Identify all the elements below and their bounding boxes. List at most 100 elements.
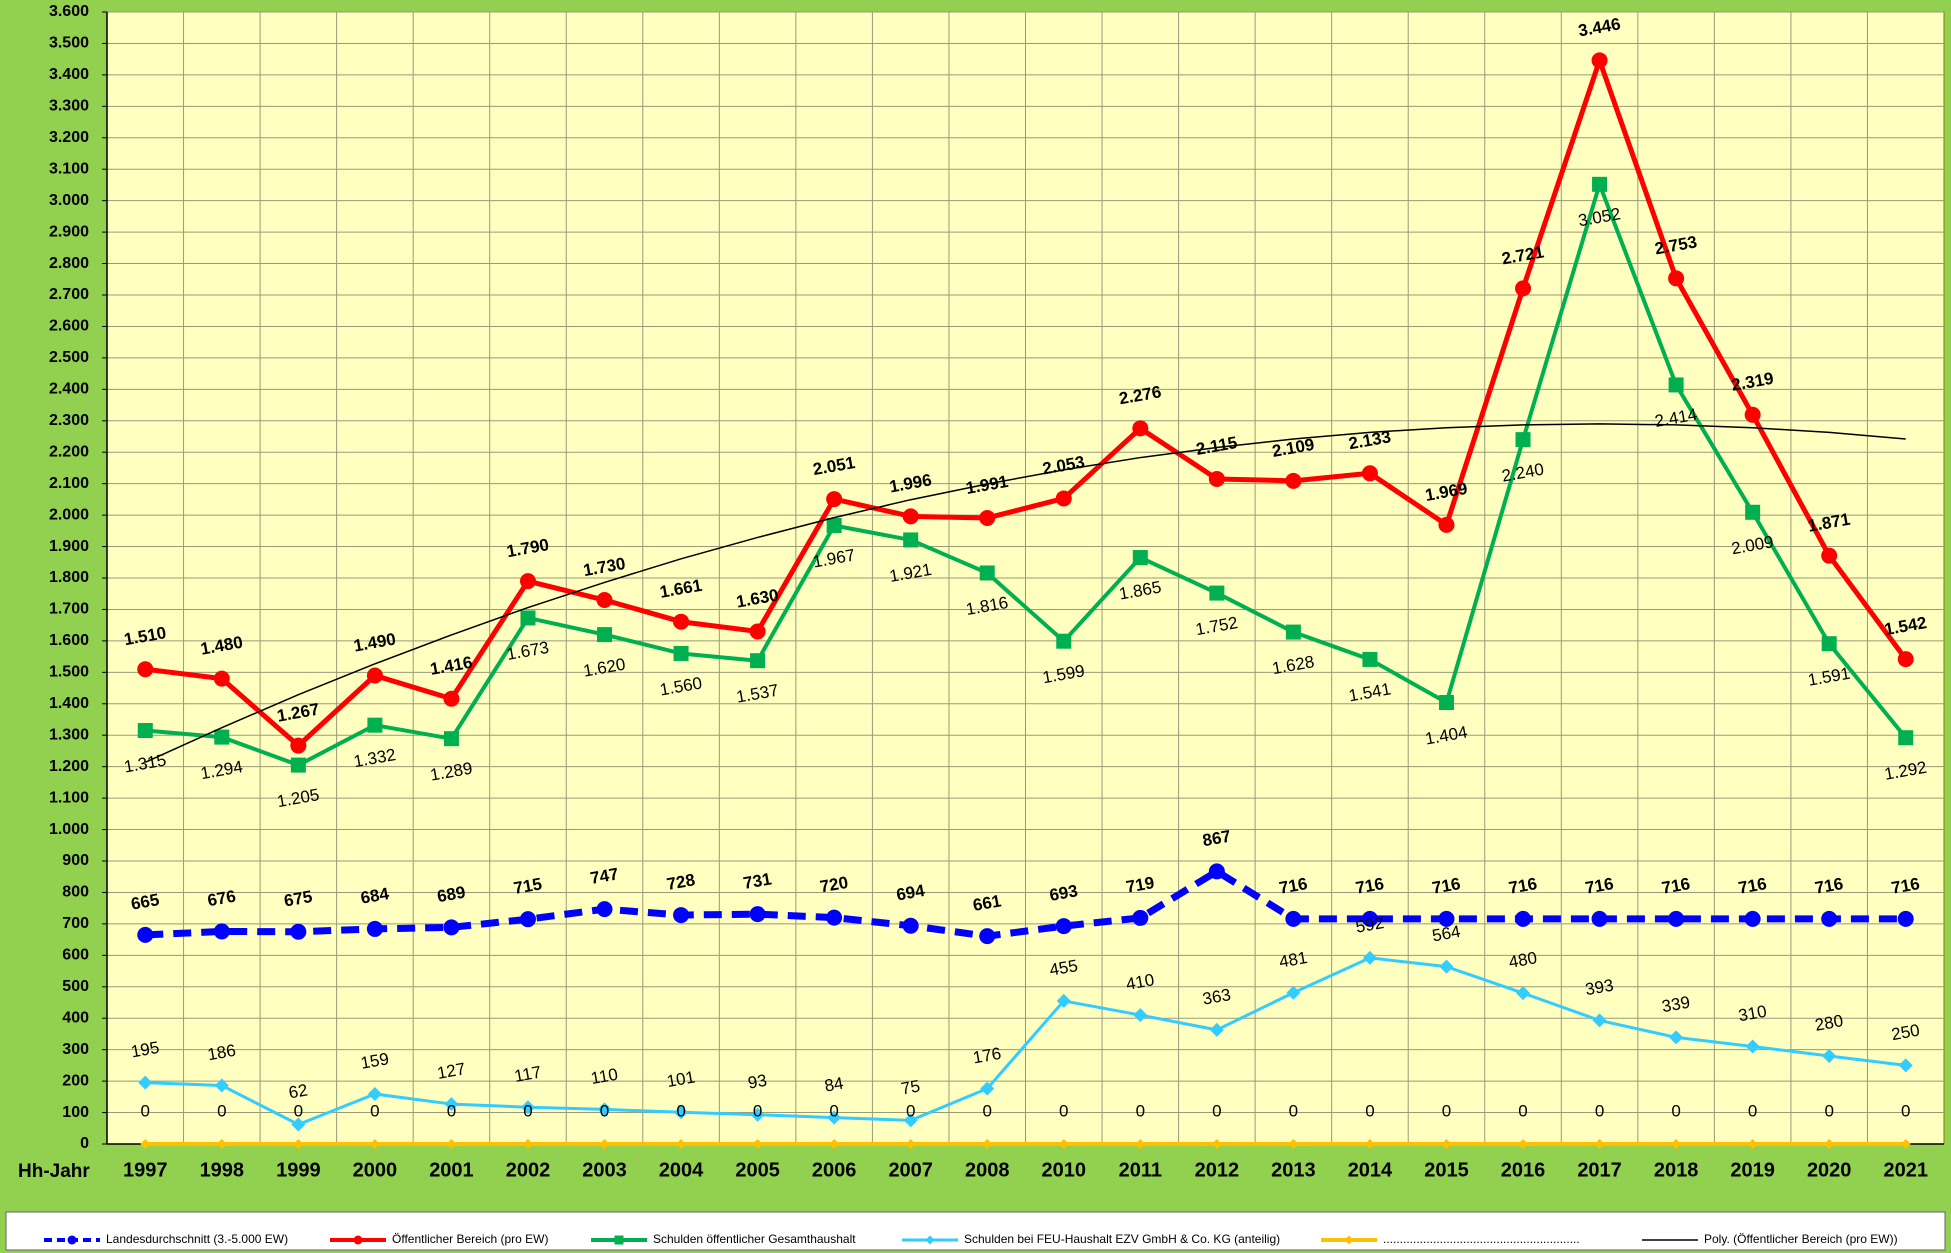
marker	[1745, 504, 1761, 520]
data-label: 93	[746, 1071, 768, 1093]
marker	[597, 1102, 612, 1117]
marker	[1439, 959, 1454, 974]
x-tick-label: 2013	[1271, 1159, 1316, 1181]
legend-marker	[925, 1235, 935, 1245]
marker	[1286, 985, 1301, 1000]
marker	[137, 723, 153, 739]
data-label: 0	[982, 1101, 991, 1120]
marker	[214, 1078, 229, 1093]
marker	[1208, 863, 1225, 880]
legend-marker	[614, 1235, 624, 1245]
y-tick-label: 300	[62, 1041, 89, 1058]
data-label: 84	[823, 1074, 845, 1096]
marker	[137, 926, 154, 943]
marker	[1055, 490, 1072, 507]
y-tick-label: 900	[62, 852, 89, 869]
marker	[1056, 993, 1071, 1008]
marker	[1438, 910, 1455, 927]
marker	[366, 920, 383, 937]
data-label: 0	[1901, 1101, 1910, 1120]
marker	[519, 573, 536, 590]
y-tick-label: 2.600	[49, 318, 89, 335]
marker	[827, 1110, 842, 1125]
marker	[137, 661, 154, 678]
data-label: 75	[900, 1076, 922, 1098]
data-label: 176	[971, 1044, 1002, 1068]
legend-marker	[353, 1235, 363, 1245]
marker	[1744, 406, 1761, 423]
marker	[290, 737, 307, 754]
marker	[1055, 918, 1072, 935]
marker	[290, 757, 306, 773]
x-tick-label: 2001	[429, 1159, 474, 1181]
marker	[138, 1075, 153, 1090]
data-label: 731	[742, 869, 773, 893]
marker	[1135, 1139, 1146, 1149]
x-tick-label: 1998	[200, 1159, 245, 1181]
x-tick-label: 2017	[1577, 1159, 1622, 1181]
marker	[599, 1139, 610, 1149]
marker	[213, 670, 230, 687]
x-tick-label: 2011	[1119, 1159, 1162, 1181]
x-tick-label: 2014	[1348, 1159, 1393, 1181]
x-tick-label: 2010	[1042, 1159, 1087, 1181]
y-tick-label: 200	[62, 1072, 89, 1089]
marker	[826, 517, 842, 533]
data-label: 0	[370, 1101, 379, 1120]
y-tick-label: 100	[62, 1104, 89, 1121]
y-tick-label: 1.300	[49, 726, 89, 743]
marker	[1821, 636, 1837, 652]
legend-label: Schulden bei FEU-Haushalt EZV GmbH & Co.…	[964, 1232, 1280, 1246]
marker	[1518, 1139, 1529, 1149]
marker	[1594, 1139, 1605, 1149]
marker	[1744, 910, 1761, 927]
marker	[1592, 1013, 1607, 1028]
marker	[1747, 1139, 1758, 1149]
y-tick-label: 2.400	[49, 381, 89, 398]
data-label: 675	[283, 887, 314, 911]
data-label: 159	[359, 1049, 390, 1073]
marker	[979, 928, 996, 945]
legend-marker	[67, 1235, 77, 1245]
marker	[1209, 585, 1225, 601]
legend-label: Poly. (Öffentlicher Bereich (pro EW))	[1704, 1232, 1898, 1246]
marker	[293, 1139, 304, 1149]
data-label: 0	[217, 1101, 226, 1120]
data-label: 455	[1048, 956, 1079, 980]
marker	[829, 1139, 840, 1149]
marker	[1900, 1139, 1911, 1149]
marker	[444, 1097, 459, 1112]
data-label: 0	[1212, 1101, 1221, 1120]
x-tick-label: 2000	[353, 1159, 398, 1181]
marker	[749, 906, 766, 923]
marker	[902, 917, 919, 934]
data-label: 480	[1507, 948, 1538, 972]
data-label: 661	[971, 891, 1002, 915]
marker	[1133, 1008, 1148, 1023]
y-tick-label: 800	[62, 884, 89, 901]
marker	[1897, 651, 1914, 668]
x-tick-label: 2006	[812, 1159, 857, 1181]
data-label: 0	[1442, 1101, 1451, 1120]
marker	[369, 1139, 380, 1149]
data-label: 117	[513, 1063, 543, 1086]
marker	[519, 911, 536, 928]
data-label: 728	[665, 870, 696, 894]
marker	[1592, 176, 1608, 192]
marker	[1668, 910, 1685, 927]
marker	[366, 667, 383, 684]
marker	[596, 592, 613, 609]
marker	[1668, 270, 1685, 287]
data-label: 250	[1890, 1021, 1921, 1045]
data-label: 0	[906, 1101, 915, 1120]
y-tick-label: 3.100	[49, 160, 89, 177]
data-label: 410	[1125, 970, 1156, 994]
data-label: 186	[206, 1041, 237, 1065]
data-label: 716	[1431, 874, 1462, 898]
marker	[1745, 1039, 1760, 1054]
marker	[673, 645, 689, 661]
x-tick-label: 2008	[965, 1159, 1010, 1181]
marker	[750, 653, 766, 669]
marker	[1211, 1139, 1222, 1149]
data-label: 684	[359, 884, 391, 908]
